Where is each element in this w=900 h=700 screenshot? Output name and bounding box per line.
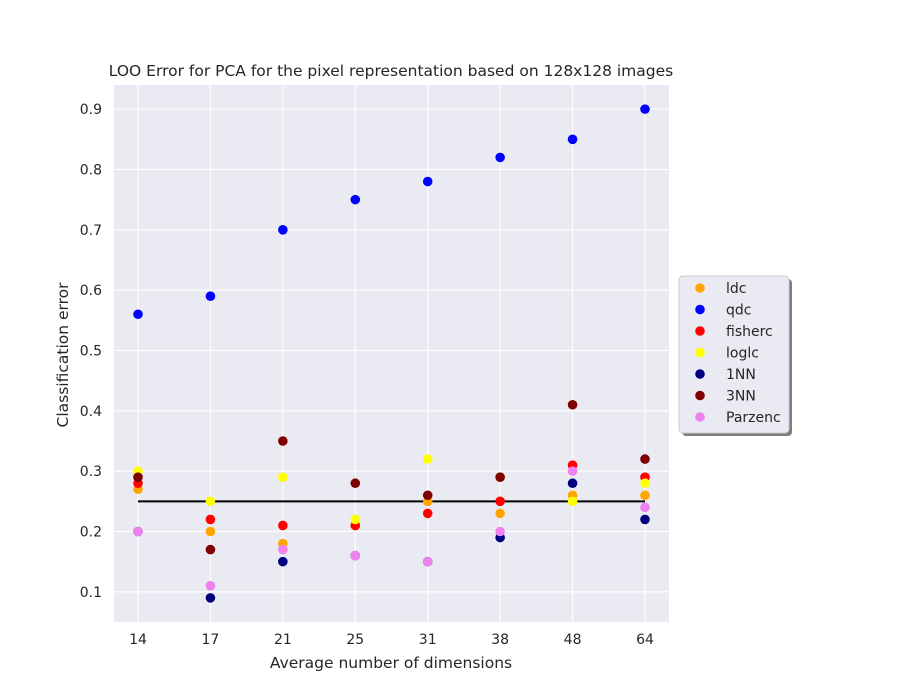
grid (114, 85, 669, 622)
data-point (278, 472, 288, 482)
x-tick-label: 38 (491, 632, 509, 648)
data-point (205, 514, 216, 525)
legend-marker (695, 304, 705, 315)
data-point (567, 134, 578, 145)
x-tick-label: 14 (129, 632, 147, 648)
data-point (640, 502, 650, 513)
data-point (278, 436, 288, 446)
data-point (495, 508, 505, 519)
legend-box (678, 275, 790, 434)
data-point (205, 291, 216, 301)
chart-title: LOO Error for PCA for the pixel represen… (109, 62, 673, 80)
data-point (205, 496, 216, 507)
legend: ldc qdc fisherc loglc 1NN 3NN Parzenc (678, 275, 792, 436)
data-point (350, 514, 361, 525)
y-tick-label: 0.4 (80, 404, 102, 420)
x-tick-label: 31 (419, 632, 437, 648)
series-3nn (133, 399, 650, 555)
data-point (205, 580, 216, 591)
data-point (350, 550, 361, 561)
data-point (422, 556, 433, 567)
data-point (133, 526, 143, 537)
y-tick-label: 0.7 (80, 223, 102, 239)
legend-marker (695, 283, 705, 293)
data-point (640, 490, 650, 501)
data-point (422, 176, 433, 187)
x-tick-label: 48 (564, 632, 582, 648)
x-tick-label: 17 (202, 632, 220, 648)
legend-label: 1NN (726, 367, 756, 383)
y-tick-label: 0.6 (80, 283, 102, 299)
legend-label: fisherc (726, 324, 773, 340)
data-point (278, 556, 288, 567)
y-tick-label: 0.9 (80, 102, 102, 118)
data-point (495, 526, 505, 537)
data-point (640, 104, 650, 114)
x-tick-label: 25 (346, 632, 364, 648)
data-point (567, 478, 578, 489)
series-loglc (133, 454, 650, 525)
data-point (567, 399, 578, 410)
data-point (278, 544, 288, 555)
y-tick-label: 0.3 (80, 464, 102, 480)
data-point (495, 472, 505, 482)
legend-label: ldc (726, 281, 746, 297)
data-point (567, 496, 578, 507)
data-point (495, 152, 505, 163)
data-point (350, 194, 361, 205)
series-qdc (133, 104, 650, 320)
data-point (422, 508, 433, 519)
data-point (205, 526, 216, 537)
legend-marker (695, 390, 705, 401)
x-tick-label: 21 (274, 632, 292, 648)
legend-marker (695, 347, 705, 358)
data-point (567, 466, 578, 476)
data-point (640, 514, 650, 525)
y-axis-label: Classification error (54, 282, 72, 428)
data-point (422, 490, 433, 501)
legend-marker (695, 326, 705, 336)
data-point (640, 454, 650, 464)
legend-label: Parzenc (726, 410, 781, 426)
y-tick-label: 0.8 (80, 162, 102, 178)
data-point (278, 520, 288, 531)
legend-label: qdc (726, 303, 751, 319)
data-point (133, 472, 143, 482)
data-point (640, 478, 650, 489)
legend-marker (695, 412, 705, 422)
legend-label: loglc (726, 346, 759, 362)
data-point (205, 544, 216, 555)
series-parzenc (133, 466, 650, 591)
legend-marker (695, 369, 705, 379)
y-tick-label: 0.2 (80, 524, 102, 540)
data-points (133, 104, 650, 603)
data-point (350, 478, 361, 489)
y-tick-label: 0.1 (80, 585, 102, 601)
data-point (133, 309, 143, 320)
data-point (278, 225, 288, 235)
y-tick-label: 0.5 (80, 343, 102, 359)
legend-label: 3NN (726, 389, 756, 405)
data-point (495, 496, 505, 507)
plot-area (114, 85, 669, 622)
data-point (422, 454, 433, 464)
data-point (205, 593, 216, 603)
x-tick-label: 64 (636, 632, 654, 648)
x-axis-label: Average number of dimensions (270, 654, 512, 672)
